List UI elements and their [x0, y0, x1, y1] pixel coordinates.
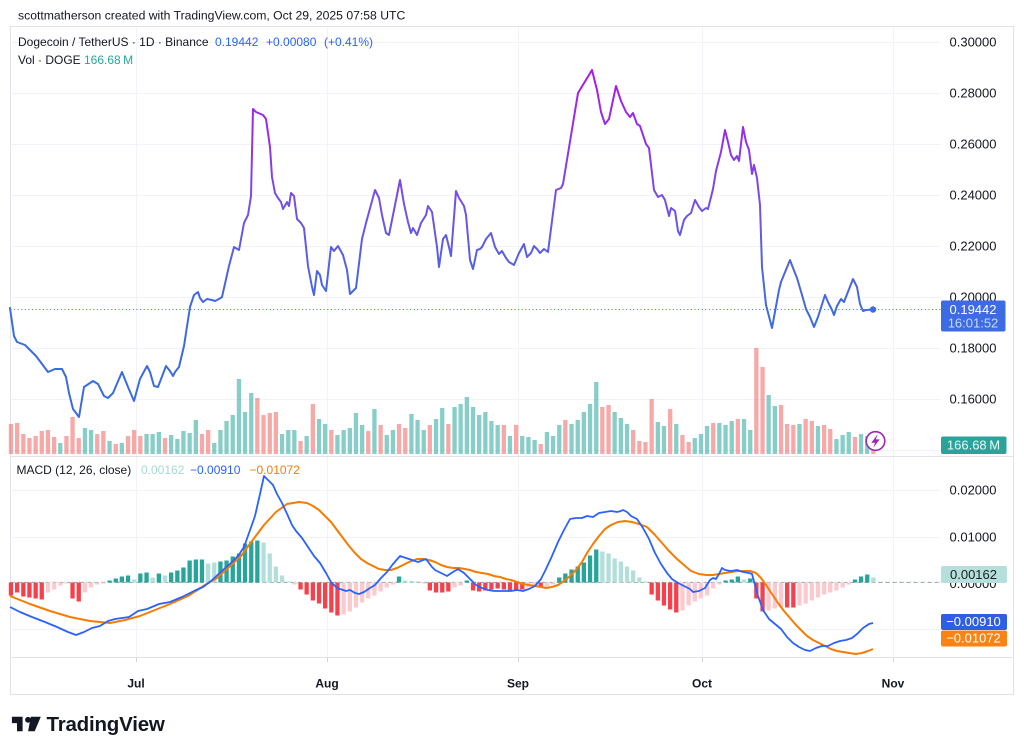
- svg-text:Dogecoin / TetherUS · 1D · Bin: Dogecoin / TetherUS · 1D · Binance: [18, 35, 209, 49]
- svg-text:+0.00080: +0.00080: [266, 35, 317, 49]
- svg-text:−0.00910: −0.00910: [190, 463, 241, 477]
- svg-text:Nov: Nov: [882, 677, 905, 691]
- svg-text:Vol · DOGE: Vol · DOGE: [18, 53, 81, 67]
- svg-text:Jul: Jul: [127, 677, 144, 691]
- svg-text:−0.00910: −0.00910: [946, 614, 1001, 629]
- svg-text:16:01:52: 16:01:52: [948, 316, 999, 331]
- svg-text:0.00162: 0.00162: [141, 463, 185, 477]
- svg-text:TradingView: TradingView: [47, 713, 165, 736]
- svg-text:0.30000: 0.30000: [950, 35, 997, 50]
- svg-text:0.19442: 0.19442: [950, 302, 997, 317]
- svg-text:0.01000: 0.01000: [950, 530, 997, 545]
- svg-text:166.68 M: 166.68 M: [84, 53, 133, 67]
- svg-text:0.16000: 0.16000: [950, 392, 997, 407]
- svg-text:0.22000: 0.22000: [950, 239, 997, 254]
- svg-text:0.18000: 0.18000: [950, 341, 997, 356]
- svg-text:Oct: Oct: [692, 677, 712, 691]
- svg-text:0.28000: 0.28000: [950, 86, 997, 101]
- svg-text:(+0.41%): (+0.41%): [324, 35, 373, 49]
- svg-text:−0.01072: −0.01072: [250, 463, 301, 477]
- svg-text:scottmatherson created with Tr: scottmatherson created with TradingView.…: [18, 9, 405, 23]
- svg-text:0.02000: 0.02000: [950, 483, 997, 498]
- svg-text:Sep: Sep: [507, 677, 529, 691]
- svg-text:166.68 M: 166.68 M: [947, 438, 1000, 453]
- svg-text:Aug: Aug: [315, 677, 338, 691]
- svg-text:0.26000: 0.26000: [950, 137, 997, 152]
- svg-text:−0.01072: −0.01072: [946, 631, 1001, 646]
- svg-text:0.00162: 0.00162: [950, 567, 997, 582]
- svg-text:0.24000: 0.24000: [950, 188, 997, 203]
- svg-text:0.19442: 0.19442: [215, 35, 259, 49]
- svg-text:MACD (12, 26, close): MACD (12, 26, close): [17, 463, 132, 477]
